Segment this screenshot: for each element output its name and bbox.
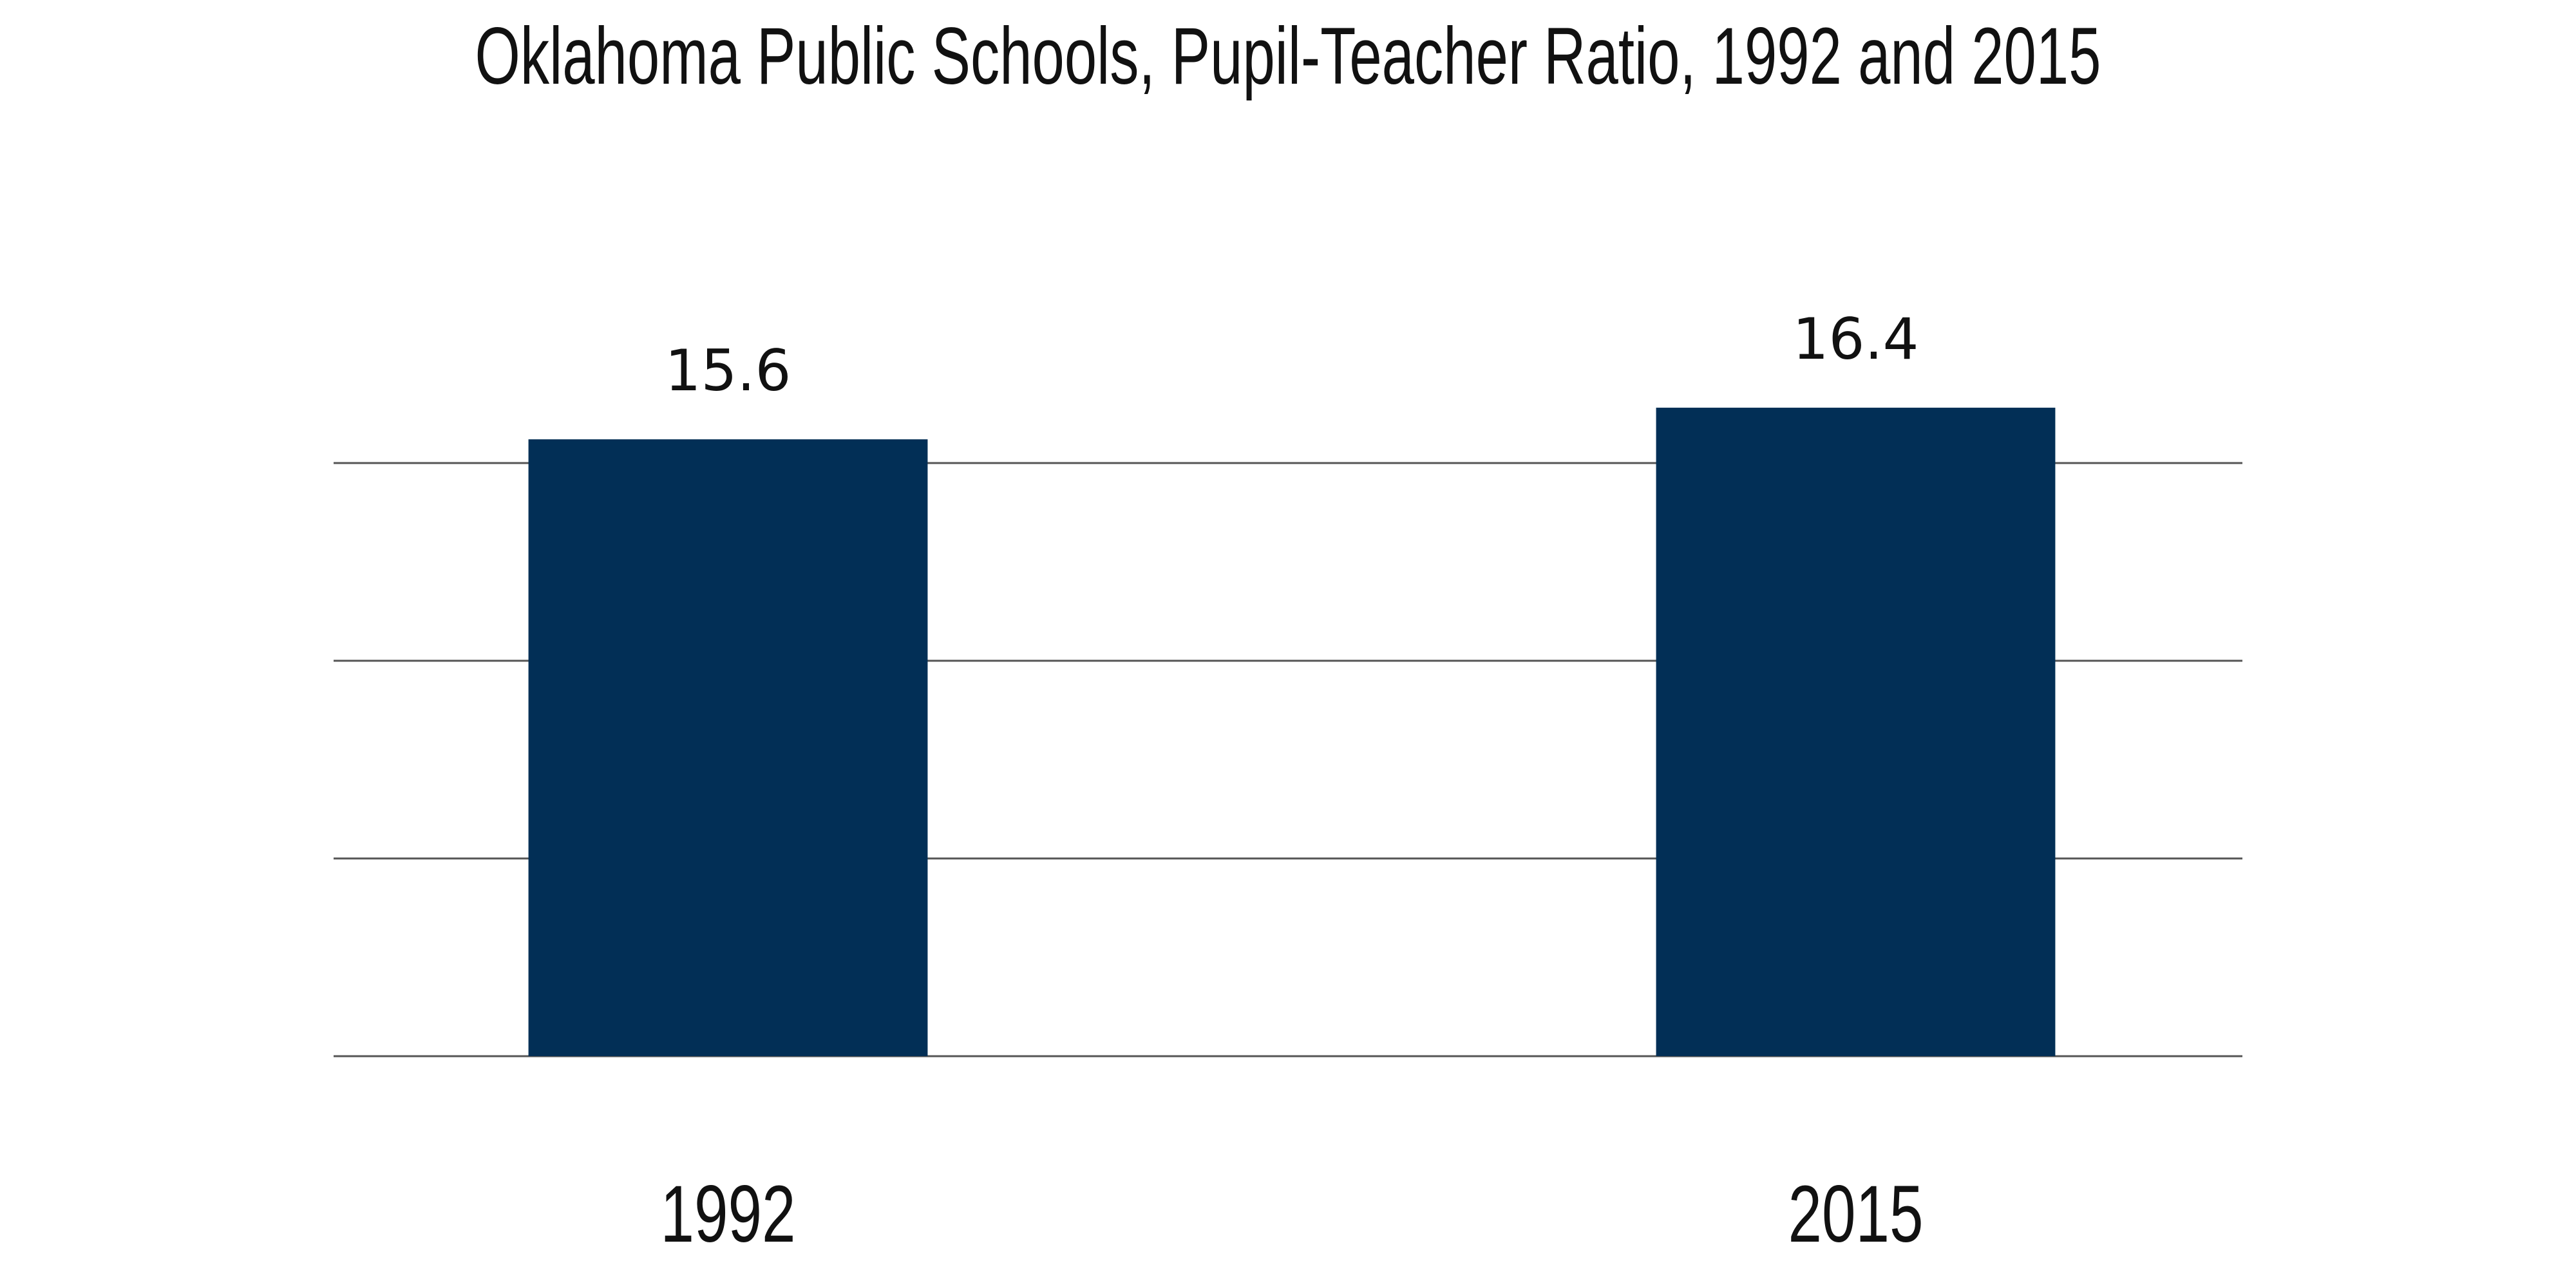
bar [528, 439, 928, 1056]
x-tick-label: 1992 [661, 1170, 796, 1259]
x-tick-label: 2015 [1788, 1170, 1924, 1259]
value-label: 15.6 [665, 337, 791, 404]
bar [1656, 408, 2056, 1056]
chart-title: Oklahoma Public Schools, Pupil-Teacher R… [475, 12, 2101, 101]
value-label: 16.4 [1793, 306, 1919, 372]
